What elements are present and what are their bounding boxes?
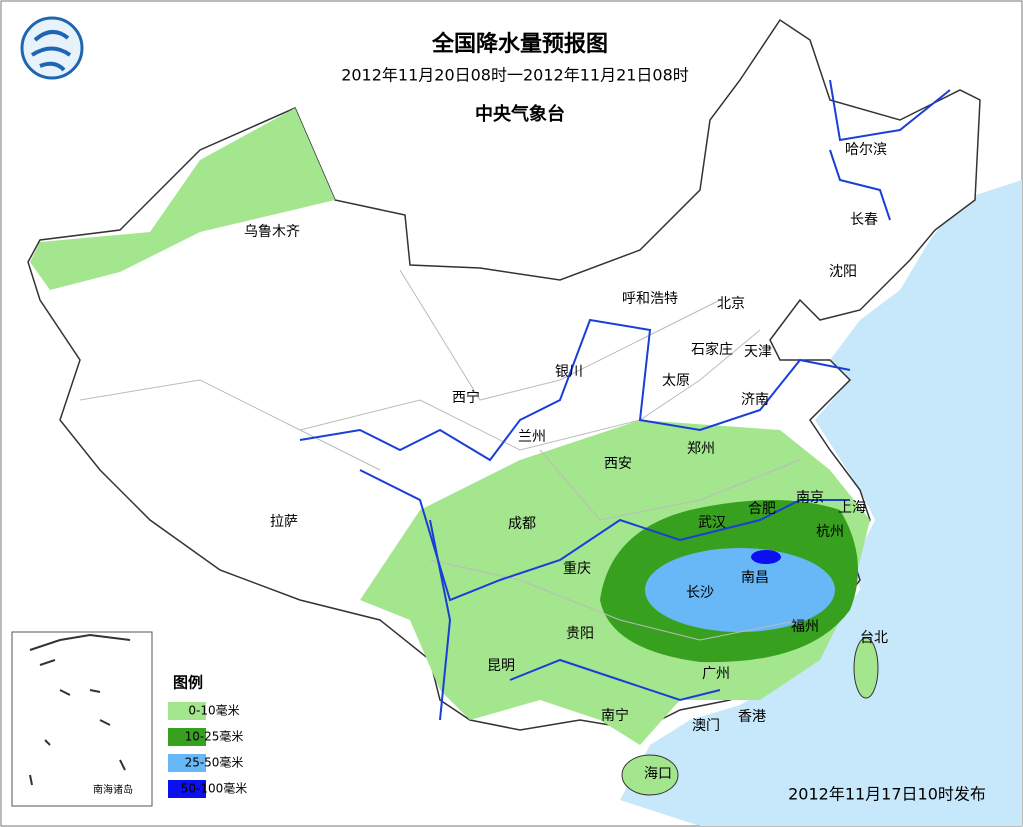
hainan	[621, 754, 679, 796]
city: 澳门	[692, 718, 720, 734]
city: 济南	[741, 392, 769, 408]
city: 西宁	[452, 389, 480, 406]
legend-swatch	[168, 780, 206, 798]
city: 长春	[850, 212, 878, 228]
inset: 南海诸岛	[11, 631, 153, 807]
city: 南宁	[601, 707, 629, 724]
city: 昆明	[487, 658, 515, 674]
city: 天津	[744, 344, 772, 360]
city: 乌鲁木齐	[244, 224, 300, 240]
city: 合肥	[748, 501, 776, 517]
city: 南昌	[741, 570, 769, 586]
city: 拉萨	[270, 514, 298, 530]
city: 台北	[860, 630, 888, 646]
legend: 图例 0-10毫米 10-25毫米 25-50毫米 50-100毫米	[168, 674, 248, 798]
city: 海口	[644, 766, 672, 782]
issuer: 中央气象台	[475, 103, 565, 125]
legend-swatch	[168, 728, 206, 746]
precip-area-very-heavy	[751, 550, 781, 564]
legend-title: 图例	[173, 674, 203, 692]
legend-label: 25-50毫米	[185, 755, 244, 770]
legend-label: 50-100毫米	[181, 781, 248, 796]
city: 福州	[791, 619, 819, 635]
footer: 2012年11月17日10时发布	[788, 785, 986, 804]
city: 兰州	[518, 429, 546, 445]
logo	[20, 16, 84, 80]
city: 成都	[508, 516, 536, 532]
title: 全国降水量预报图	[431, 31, 608, 57]
river	[429, 519, 721, 721]
city: 南京	[796, 490, 824, 506]
city: 银川	[555, 364, 583, 380]
city: 重庆	[563, 561, 591, 577]
legend-label: 10-25毫米	[185, 729, 244, 744]
city: 沈阳	[829, 264, 857, 280]
legend-swatch	[168, 754, 206, 772]
city-labels: 乌鲁木齐 哈尔滨 长春 沈阳 呼和浩特 北京 天津 石家庄 银川 太原 济南 西…	[244, 142, 888, 782]
city: 太原	[662, 373, 690, 389]
city: 郑州	[687, 441, 715, 457]
subtitle: 2012年11月20日08时一2012年11月21日08时	[341, 66, 689, 85]
inset-islands	[29, 633, 131, 786]
city: 北京	[717, 296, 745, 312]
city: 哈尔滨	[845, 142, 887, 158]
city: 贵阳	[566, 626, 594, 642]
city: 呼和浩特	[622, 291, 678, 307]
river	[829, 79, 951, 221]
inset-frame	[11, 631, 153, 807]
city: 长沙	[686, 585, 714, 601]
city: 石家庄	[691, 341, 733, 358]
city: 杭州	[816, 524, 844, 540]
legend-label: 0-10毫米	[188, 703, 239, 718]
sea	[620, 180, 1022, 826]
city: 广州	[702, 666, 730, 682]
river	[299, 318, 851, 462]
province-borders	[79, 269, 801, 641]
precip-area-light	[30, 108, 335, 290]
taiwan	[853, 637, 879, 699]
city: 香港	[738, 709, 766, 725]
city: 西安	[604, 456, 632, 472]
inset-label: 南海诸岛	[93, 783, 133, 796]
legend-swatch	[168, 702, 206, 720]
city: 上海	[838, 500, 866, 516]
city: 武汉	[698, 515, 726, 531]
precip-area-heavy	[645, 548, 835, 632]
